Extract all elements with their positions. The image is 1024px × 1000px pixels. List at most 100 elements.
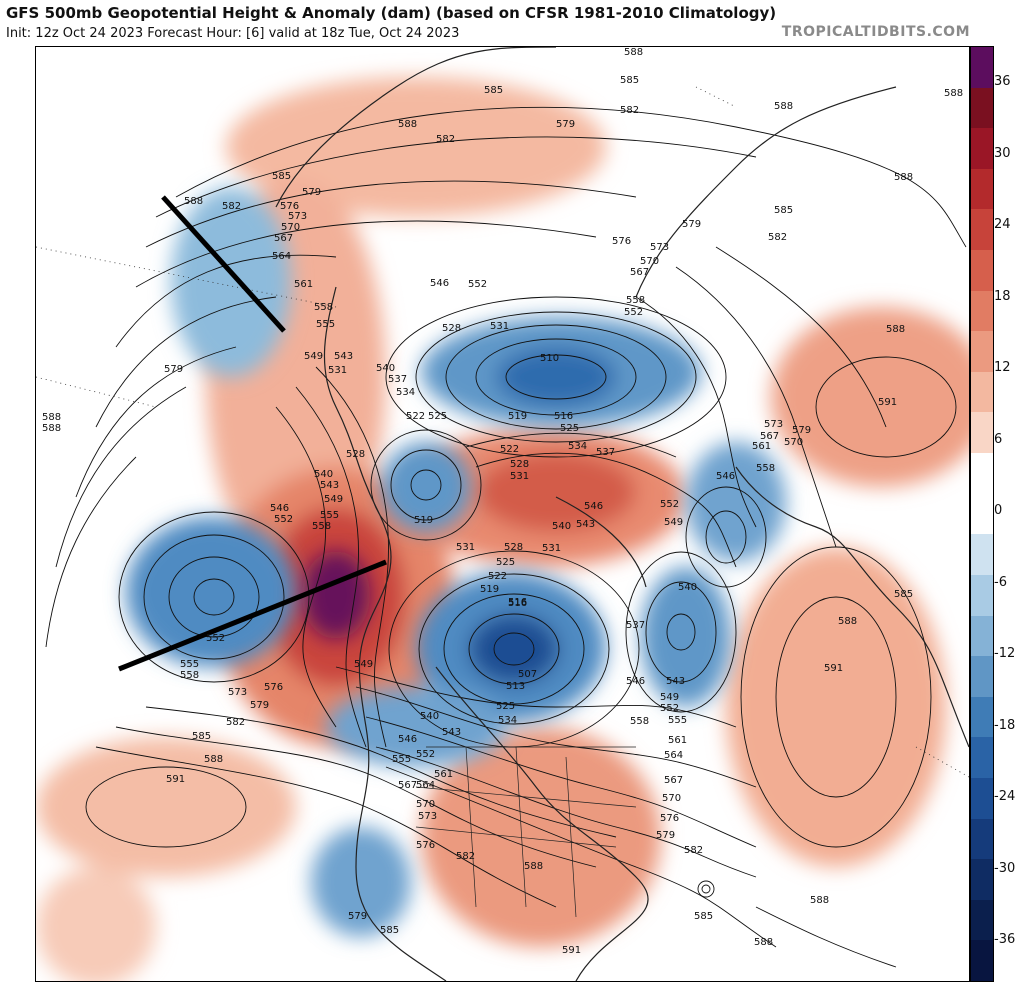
contour-label: 522 (488, 571, 507, 582)
contour-label: 558 (756, 463, 775, 474)
contour-label: 537 (596, 447, 615, 458)
contour-label: 543 (442, 727, 461, 738)
colorbar-tick-label: -12 (994, 646, 1016, 661)
colorbar-segment (971, 371, 993, 413)
anomaly-pacific-low (126, 517, 296, 667)
colorbar-tick-label: -30 (994, 860, 1016, 876)
height-contours (45, 106, 967, 968)
anomaly-max-purple (302, 551, 370, 639)
contour-label: 546 (626, 676, 645, 687)
colorbar-segment (971, 818, 993, 860)
contour-label: 585 (484, 85, 503, 96)
contour-label: 564 (272, 251, 291, 262)
brand-watermark: TROPICALTIDBITS.COM (781, 24, 970, 40)
contour-label: 579 (348, 911, 367, 922)
contour-label: 585 (380, 925, 399, 936)
colorbar-segment (971, 777, 993, 820)
colorbar-segment (971, 209, 993, 251)
contour-label: 558 (630, 716, 649, 727)
contour-label: 582 (456, 851, 475, 862)
contour-label: 588 (42, 423, 61, 434)
contour-label: 510 (540, 353, 559, 364)
colorbar-tick-label: -18 (994, 717, 1016, 733)
contour-label: 555 (316, 319, 335, 330)
contour-label: 561 (752, 441, 771, 452)
contour-label: 588 (204, 754, 223, 765)
anomaly-atlantic-negative (641, 567, 731, 707)
contour-label: 555 (668, 715, 687, 726)
contour-label: 579 (556, 119, 575, 130)
anomaly-europe-positive (771, 307, 969, 487)
contour-label: 591 (878, 397, 897, 408)
contour-label: 573 (288, 211, 307, 222)
contour-label: 552 (660, 499, 679, 510)
contour-label: 540 (678, 582, 697, 593)
contour-label: 588 (398, 119, 417, 130)
colorbar-tick-label: -24 (994, 789, 1016, 804)
contour-label: 534 (568, 441, 587, 452)
contour-label: 567 (664, 775, 683, 786)
contour-label: 570 (416, 799, 435, 810)
contour-label: 543 (334, 351, 353, 362)
contour-label: 582 (226, 717, 245, 728)
anomaly-pacific-positive (36, 737, 296, 877)
contour-label: 516 (554, 411, 573, 422)
contour-label: 522 (500, 444, 519, 455)
contour-label: 591 (562, 945, 581, 956)
colorbar-segment (971, 47, 993, 89)
anomaly-pole-strong (476, 452, 636, 532)
contour-label: 555 (180, 659, 199, 670)
contour-label: 561 (668, 735, 687, 746)
coastlines (275, 47, 969, 981)
contour-label: 582 (222, 201, 241, 212)
contour-label: 588 (754, 937, 773, 948)
contour-label: 573 (650, 242, 669, 253)
contour-label: 540 (376, 363, 395, 374)
contour-label: 519 (508, 411, 527, 422)
colorbar-segment (971, 331, 993, 373)
contour-label: 582 (620, 105, 639, 116)
colorbar-segment (971, 412, 993, 454)
contour-label: 561 (434, 769, 453, 780)
contour-label: 567 (630, 267, 649, 278)
colorbar-tick-label: -6 (994, 574, 1007, 590)
contour-label: 570 (640, 256, 659, 267)
contour-label: 534 (498, 715, 517, 726)
trough-axis-bering (161, 195, 286, 333)
anomaly-arctic-positive (226, 77, 606, 217)
contour-label: 549 (304, 351, 323, 362)
contour-label: 552 (624, 307, 643, 318)
contour-label: 552 (274, 514, 293, 525)
colorbar-segment (971, 859, 993, 901)
colorbar-segment (971, 168, 993, 210)
contour-label: 525 (496, 701, 515, 712)
contour-label: 588 (810, 895, 829, 906)
contour-label: 537 (388, 374, 407, 385)
contour-label: 573 (764, 419, 783, 430)
contour-label: 579 (250, 700, 269, 711)
colorbar-tick-label: 24 (994, 217, 1011, 232)
contour-label: 561 (294, 279, 313, 290)
contour-label: 555 (392, 754, 411, 765)
contour-label: 576 (660, 813, 679, 824)
contour-label: 522 (406, 411, 425, 422)
contour-label: 525 (496, 557, 515, 568)
contour-label: 558 (180, 670, 199, 681)
anomaly-eastern-us-positive (421, 727, 661, 947)
contour-label: 585 (894, 589, 913, 600)
contour-label: 546 (716, 471, 735, 482)
colorbar-segment (971, 128, 993, 170)
chart-subtitle: Init: 12z Oct 24 2023 Forecast Hour: [6]… (6, 26, 460, 41)
contour-label: 531 (328, 365, 347, 376)
contour-label: 585 (192, 731, 211, 742)
anomaly-atlantic-positive (726, 547, 946, 867)
contour-label: 543 (320, 480, 339, 491)
colorbar-tick-label: 12 (994, 360, 1011, 375)
contour-label: 513 (506, 681, 525, 692)
contour-label: 540 (420, 711, 439, 722)
contour-label: 528 (346, 449, 365, 460)
contour-label: 576 (280, 201, 299, 212)
colorbar-segment (971, 453, 993, 495)
contour-label: 549 (664, 517, 683, 528)
